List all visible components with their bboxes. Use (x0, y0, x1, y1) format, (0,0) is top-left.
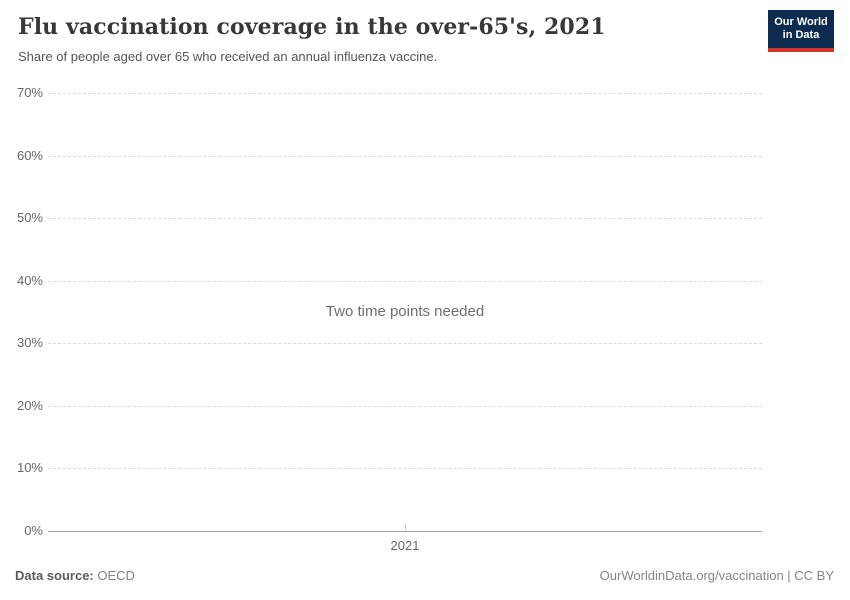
gridline-0 (48, 530, 762, 532)
gridline-20 (48, 405, 762, 407)
gridline-40 (48, 280, 762, 282)
data-source-value: OECD (97, 568, 135, 583)
gridline-50 (48, 218, 762, 219)
chart-subtitle: Share of people aged over 65 who receive… (18, 49, 438, 64)
gridline-10 (48, 468, 762, 469)
owid-logo[interactable]: Our World in Data (768, 10, 834, 52)
y-axis-label-60: 60% (16, 147, 43, 163)
empty-state-message: Two time points needed (325, 303, 485, 320)
y-axis-label-50: 50% (16, 210, 43, 225)
y-axis-label-40: 40% (16, 272, 43, 288)
y-axis-label-20: 20% (16, 397, 43, 413)
y-axis-label-0: 0% (24, 522, 43, 538)
x-axis-tick (405, 524, 406, 530)
chart-footer: Data source: OECD OurWorldinData.org/vac… (15, 568, 834, 583)
y-axis-label-10: 10% (16, 460, 43, 475)
x-axis-label: 2021 (390, 538, 420, 553)
logo-line-2: in Data (782, 29, 820, 41)
page-title: Flu vaccination coverage in the over-65'… (18, 14, 606, 40)
gridline-70 (48, 93, 762, 94)
license-credit-link[interactable]: OurWorldinData.org/vaccination | CC BY (599, 568, 834, 583)
gridline-60 (48, 155, 762, 157)
logo-line-1: Our World (774, 16, 828, 28)
y-axis-label-70: 70% (16, 85, 43, 100)
y-axis-label-30: 30% (16, 335, 43, 350)
gridline-30 (48, 343, 762, 344)
data-source-label: Data source: (15, 568, 94, 583)
data-source: Data source: OECD (15, 568, 135, 583)
